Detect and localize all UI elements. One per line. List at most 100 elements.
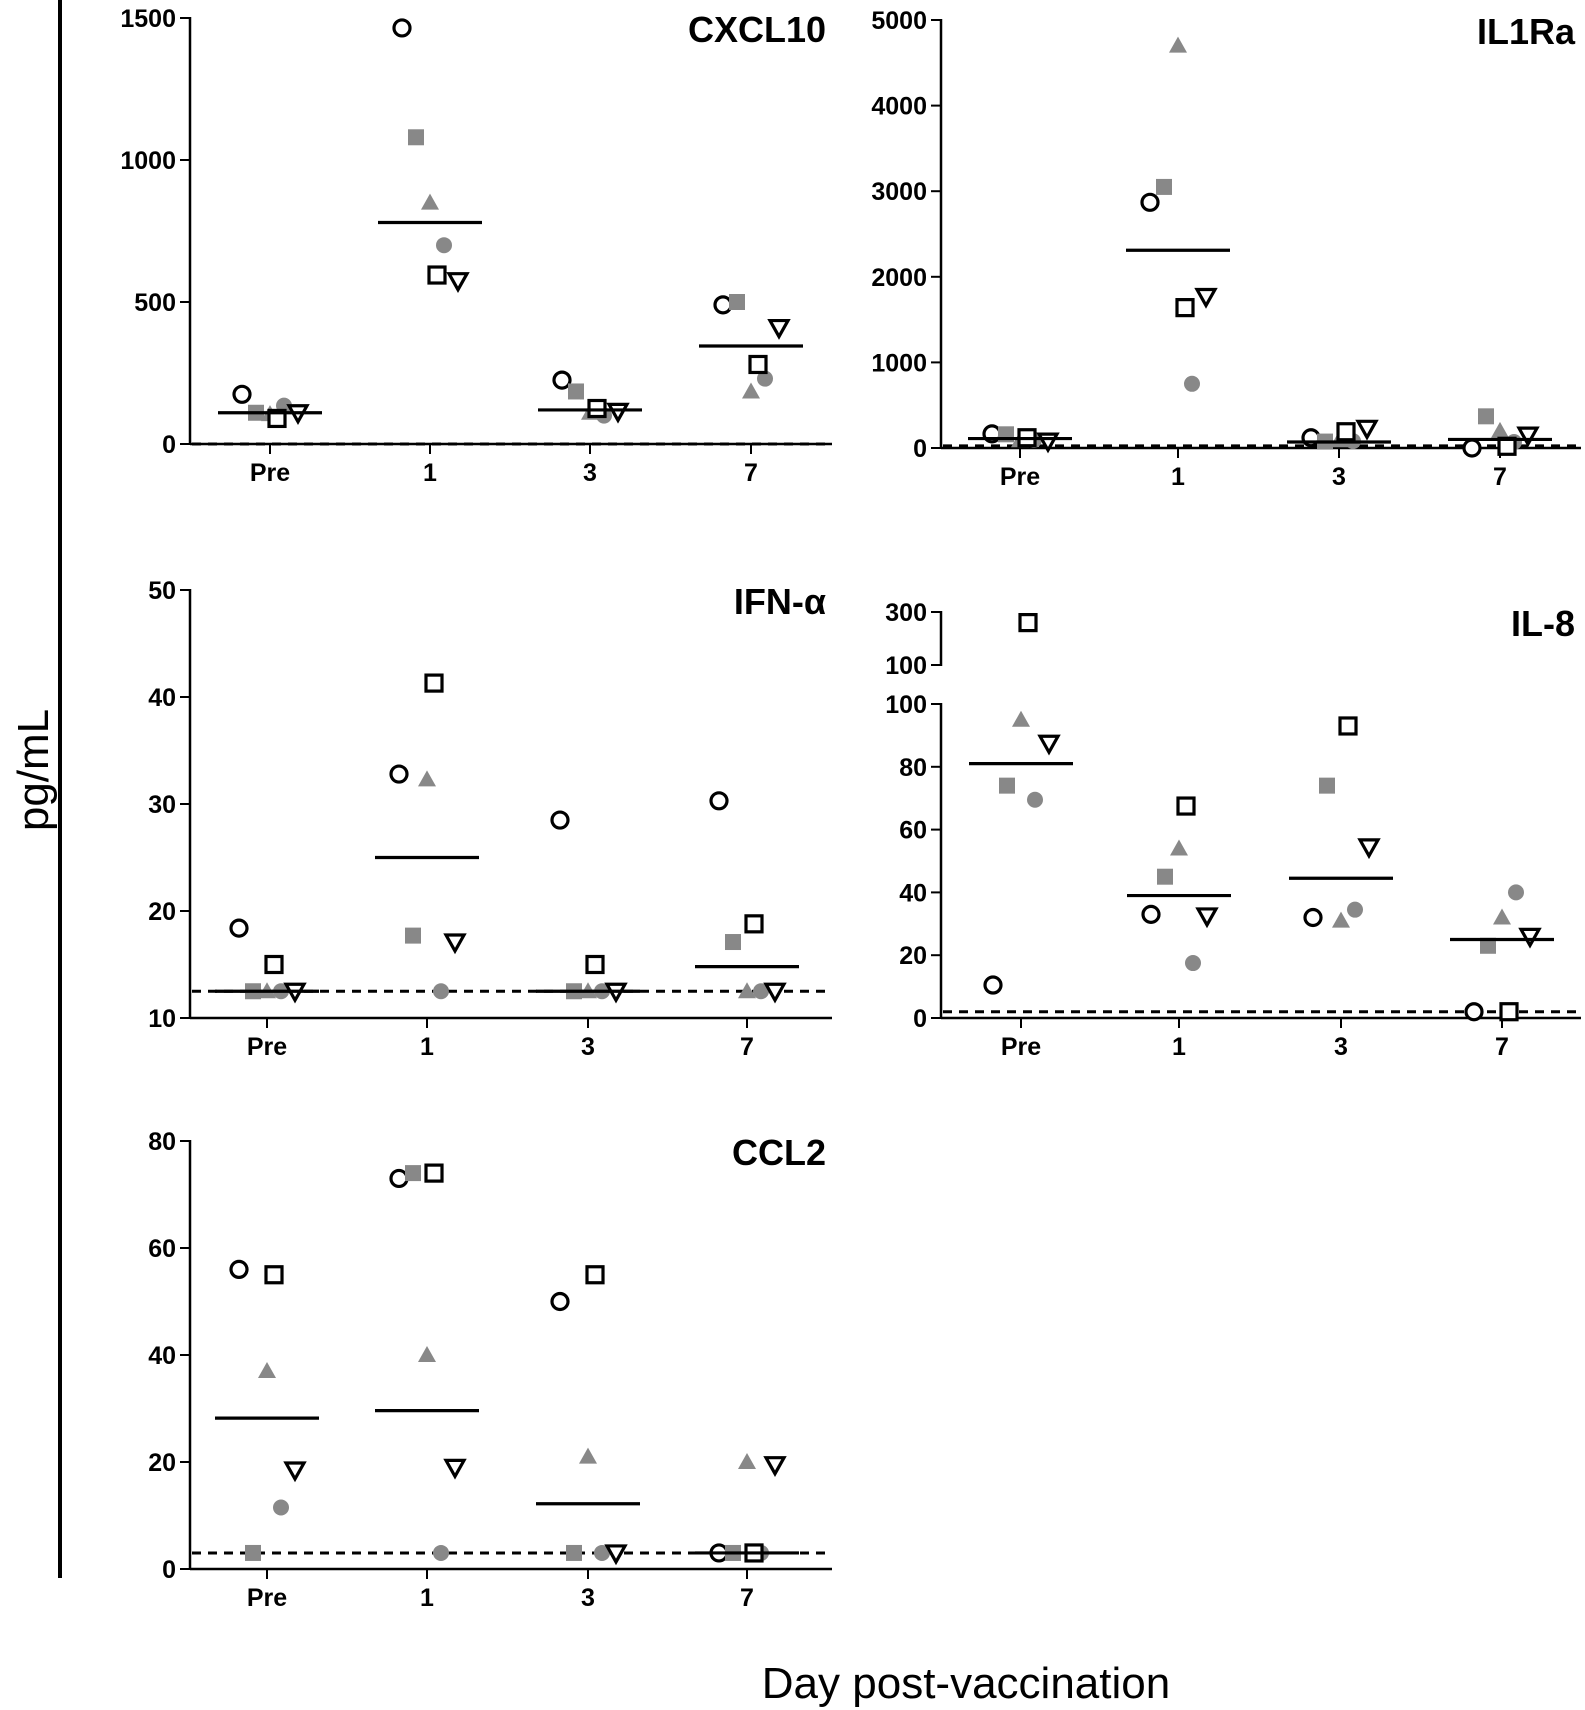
data-point-square <box>1175 298 1195 318</box>
data-point-triangle-down <box>443 1458 467 1480</box>
x-tick-label: Pre <box>247 1584 287 1612</box>
data-point-circle <box>1027 791 1043 808</box>
data-point-triangle-down <box>767 318 791 340</box>
data-point-square <box>999 777 1015 794</box>
data-point-circle <box>1303 907 1323 928</box>
data-point-circle <box>983 975 1003 995</box>
data-point-circle <box>273 1499 289 1516</box>
data-point-square <box>744 914 764 934</box>
data-point-circle <box>550 810 570 830</box>
y-tick-label: 0 <box>913 435 927 463</box>
data-point-circle <box>594 1544 610 1561</box>
x-tick-label: 1 <box>1172 1033 1186 1061</box>
data-point-triangle-down <box>1516 426 1540 448</box>
data-point-triangle-down <box>446 272 470 293</box>
data-point-circle <box>229 1259 249 1280</box>
y-tick-label: 20 <box>899 942 927 970</box>
data-point-circle <box>229 918 249 938</box>
y-tick-label: 500 <box>134 289 176 317</box>
x-tick-label: 3 <box>581 1033 595 1061</box>
data-point-square <box>264 954 284 975</box>
data-point-triangle-down <box>1355 419 1379 441</box>
data-point-circle <box>753 983 769 1000</box>
data-point-circle <box>1184 375 1200 392</box>
x-tick-label: 7 <box>1493 463 1507 491</box>
data-point-triangle <box>579 1447 597 1464</box>
data-point-square <box>424 673 444 693</box>
x-tick-label: 7 <box>1495 1033 1509 1061</box>
y-tick-label: 60 <box>148 1235 176 1263</box>
x-tick-label: 3 <box>581 1584 595 1612</box>
data-point-triangle-down <box>443 933 467 955</box>
data-point-square <box>585 954 605 975</box>
x-tick-label: Pre <box>1000 463 1040 491</box>
data-point-square <box>408 129 424 146</box>
data-point-square <box>405 1165 421 1182</box>
y-tick-label: 50 <box>148 577 176 605</box>
x-tick-label: 1 <box>423 459 437 487</box>
data-point-circle <box>392 18 412 38</box>
data-point-triangle-down <box>763 1456 787 1477</box>
y-tick-label: 60 <box>899 817 927 845</box>
x-tick-label: 7 <box>744 459 758 487</box>
x-tick-label: Pre <box>1001 1033 1041 1061</box>
x-tick-label: 1 <box>420 1033 434 1061</box>
y-tick-label: 100 <box>885 691 927 719</box>
data-point-triangle <box>738 982 756 999</box>
y-tick-label: 30 <box>148 791 176 819</box>
data-point-triangle-down <box>1195 907 1219 929</box>
y-tick-label: 1000 <box>871 349 927 377</box>
x-tick-label: 7 <box>740 1584 754 1612</box>
x-tick-label: Pre <box>247 1033 287 1061</box>
data-point-triangle-down <box>763 982 787 1004</box>
data-point-triangle <box>1170 839 1188 856</box>
data-point-triangle-down <box>283 1461 307 1483</box>
data-point-circle <box>436 237 452 254</box>
data-point-circle <box>433 1544 449 1561</box>
data-point-square <box>424 1163 444 1183</box>
data-point-square <box>585 1265 605 1285</box>
chart-panel-ccl2: 0 20 40 60 80 Pre 1 3 7 CCL2 <box>148 1128 832 1612</box>
data-point-triangle-down <box>604 1544 628 1566</box>
data-point-square <box>1338 716 1358 736</box>
data-point-triangle <box>1493 908 1511 925</box>
x-tick-label: 7 <box>740 1033 754 1061</box>
data-point-square <box>245 1544 261 1561</box>
data-point-circle <box>550 1291 570 1312</box>
chart-panel-ifn-: 10 20 30 40 50 Pre 1 3 7 IFN-α <box>148 577 832 1061</box>
data-point-square <box>1018 612 1038 633</box>
y-tick-label: 4000 <box>871 93 927 121</box>
y-tick-label: 0 <box>162 431 176 459</box>
data-point-circle <box>1347 901 1363 918</box>
x-tick-label: 3 <box>1332 463 1346 491</box>
y-tick-label: 80 <box>148 1128 176 1156</box>
data-point-triangle <box>1332 911 1350 928</box>
data-point-triangle-down <box>1357 838 1381 860</box>
x-tick-label: 3 <box>583 459 597 487</box>
chart-title: CCL2 <box>732 1132 826 1173</box>
data-point-square <box>1156 178 1172 195</box>
data-point-triangle <box>421 193 439 210</box>
data-point-square <box>568 383 584 400</box>
data-point-triangle <box>1012 710 1030 727</box>
y-tick-label: 10 <box>148 1005 176 1033</box>
data-point-square <box>1478 408 1494 425</box>
y-tick-label: 20 <box>148 1449 176 1477</box>
data-point-triangle-down <box>1518 927 1542 949</box>
y-tick-label: 1000 <box>120 147 176 175</box>
data-point-circle <box>433 983 449 1000</box>
y-tick-label: 5000 <box>871 7 927 35</box>
x-tick-label: 1 <box>1171 463 1185 491</box>
chart-title: IL1Ra <box>1477 11 1576 52</box>
x-tick-label: Pre <box>250 459 290 487</box>
data-point-square <box>725 934 741 951</box>
data-point-circle <box>232 384 252 404</box>
y-tick-label: 40 <box>148 684 176 712</box>
x-axis-label: Day post-vaccination <box>762 1659 1170 1708</box>
data-point-triangle <box>418 1346 436 1362</box>
data-point-circle <box>389 1168 409 1189</box>
data-point-square <box>427 265 447 285</box>
data-point-square <box>566 1544 582 1561</box>
